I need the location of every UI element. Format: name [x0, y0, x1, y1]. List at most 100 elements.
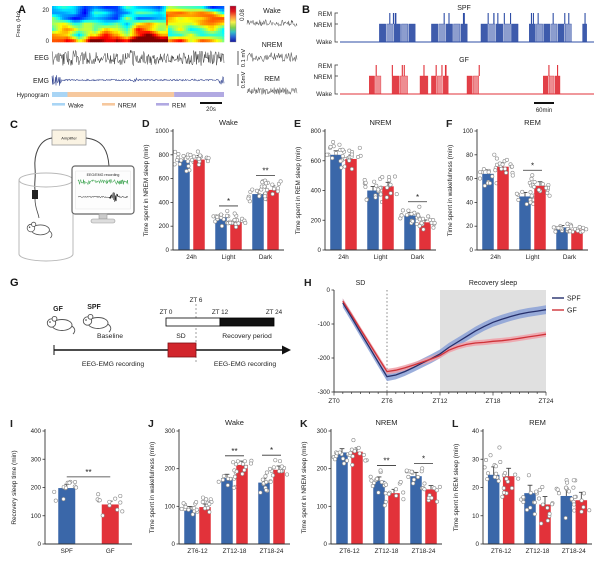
- svg-text:0: 0: [470, 247, 474, 254]
- svg-text:20: 20: [466, 223, 473, 230]
- eeg-emg-recording-left: EEG-EMG recording: [82, 361, 145, 368]
- svg-text:1000: 1000: [155, 128, 169, 135]
- svg-text:ZT12: ZT12: [433, 398, 448, 405]
- svg-text:0: 0: [172, 541, 176, 548]
- svg-text:200: 200: [317, 466, 328, 473]
- svg-text:I: I: [10, 418, 13, 430]
- svg-text:Dark: Dark: [259, 254, 273, 261]
- sd-label: SD: [176, 333, 186, 340]
- timeline-arrowhead: [282, 345, 291, 355]
- panel-j-chart: J Wake Time spent in wakefulness (min) 0 100…: [146, 416, 296, 565]
- svg-text:0: 0: [476, 541, 480, 548]
- panel-d-chart: D Wake Time spent in NREM sleep (min) 0 200 4…: [140, 116, 290, 275]
- svg-text:**: **: [231, 447, 237, 456]
- svg-text:GF: GF: [106, 548, 115, 555]
- svg-text:0: 0: [166, 247, 170, 254]
- svg-text:**: **: [383, 456, 389, 465]
- svg-text:100: 100: [165, 503, 176, 510]
- svg-text:D: D: [142, 118, 150, 130]
- hypnogram-label: Hypnogram: [16, 92, 49, 99]
- spf-stage-wake: Wake: [316, 39, 332, 46]
- spf-mouse-label: SPF: [87, 304, 101, 311]
- mouse-in-cylinder: [26, 221, 53, 239]
- eeg-scale-label: 0.1 mV: [241, 49, 247, 67]
- svg-text:SD: SD: [356, 280, 366, 287]
- time-scalebar: [200, 102, 222, 104]
- svg-text:24h: 24h: [186, 254, 197, 261]
- svg-text:ZT12-18: ZT12-18: [223, 548, 247, 555]
- svg-text:300: 300: [165, 428, 176, 435]
- svg-text:ZT6-12: ZT6-12: [339, 548, 360, 555]
- cylinder-bottom: [18, 253, 74, 262]
- svg-text:0: 0: [318, 247, 322, 254]
- time-scalebar-label: 20s: [206, 107, 216, 113]
- chart-F: F REM Time spent in wakefulness (min) 0 20 40…: [446, 118, 589, 261]
- svg-text:600: 600: [311, 158, 322, 165]
- panel-c: C Amplifier EEG/EMG recording: [10, 119, 135, 262]
- svg-text:ZT12-18: ZT12-18: [526, 548, 550, 555]
- example-rem-trace: [246, 87, 298, 95]
- freq-tick-20: 20: [42, 8, 49, 14]
- svg-text:ZT12-18: ZT12-18: [375, 548, 399, 555]
- chart-E: E NREM Time spent in REM sleep (min) 0 200 40…: [294, 118, 437, 261]
- svg-text:40: 40: [466, 199, 473, 206]
- example-wake-trace: [246, 19, 298, 27]
- svg-text:REM: REM: [172, 103, 186, 110]
- chart-H: 0 -100 -200 -300 ZT0 ZT6 ZT12 ZT18 ZT24 SD Recover…: [304, 277, 581, 405]
- svg-text:24h: 24h: [338, 254, 349, 261]
- svg-text:200: 200: [159, 223, 170, 230]
- panel-a-label: A: [18, 4, 26, 16]
- svg-text:NREM: NREM: [375, 418, 397, 427]
- zt6-label: ZT 6: [190, 297, 203, 304]
- hypnogram-strip: [52, 92, 224, 97]
- spf-stage-nrem: NREM: [313, 22, 332, 29]
- svg-text:400: 400: [311, 188, 322, 195]
- svg-text:SPF: SPF: [61, 548, 73, 555]
- eeg-label: EEG: [34, 55, 49, 62]
- svg-text:ZT0: ZT0: [328, 398, 340, 405]
- svg-text:Wake: Wake: [68, 103, 84, 110]
- example-nrem-trace: [246, 52, 298, 63]
- svg-text:*: *: [270, 446, 273, 455]
- eeg-trace: [51, 49, 225, 66]
- gf-mouse-label: GF: [53, 306, 63, 313]
- svg-text:Dark: Dark: [411, 254, 425, 261]
- svg-text:60: 60: [466, 176, 473, 183]
- svg-text:100: 100: [463, 128, 474, 135]
- cylinder-rim: [18, 172, 74, 188]
- dark-phase-bar: [219, 317, 275, 327]
- panel-g: G GF SPF ZT 6 ZT 0 ZT 12 ZT 24 Baseline …: [10, 277, 291, 368]
- svg-text:ZT18-24: ZT18-24: [562, 548, 586, 555]
- svg-text:20: 20: [472, 485, 479, 492]
- example-wake-label: Wake: [263, 8, 281, 15]
- gf-stage-rem: REM: [318, 63, 332, 70]
- panel-i-chart: I Recovery sleep time (min) 0 100 200 300 400 S…: [8, 416, 140, 565]
- svg-text:ZT6-12: ZT6-12: [491, 548, 512, 555]
- svg-text:40: 40: [472, 428, 479, 435]
- svg-text:200: 200: [165, 466, 176, 473]
- svg-text:-300: -300: [318, 389, 331, 396]
- spf-hypnogram: [340, 13, 594, 43]
- svg-text:Light: Light: [374, 254, 388, 261]
- svg-text:Recovery sleep time (min): Recovery sleep time (min): [11, 450, 18, 524]
- panel-k-chart: K NREM Time spent in NREM sleep (min) 0 100 2…: [298, 416, 448, 565]
- svg-text:L: L: [452, 418, 459, 430]
- panel-f-chart: F REM Time spent in wakefulness (min) 0 20 40…: [444, 116, 594, 275]
- freq-axis-label: Freq. (Hz): [16, 11, 22, 37]
- emg-label: EMG: [33, 78, 49, 85]
- panel-l-chart: L REM Time spent in REM sleep (min) 0 10 20 30…: [450, 416, 598, 565]
- svg-text:ZT18-24: ZT18-24: [260, 548, 284, 555]
- light-phase-bar: [165, 317, 221, 327]
- svg-text:-200: -200: [318, 355, 331, 362]
- svg-text:Dark: Dark: [563, 254, 577, 261]
- svg-text:300: 300: [31, 456, 42, 463]
- svg-text:Time spent in REM sleep (min): Time spent in REM sleep (min): [295, 147, 302, 234]
- svg-text:800: 800: [311, 128, 322, 135]
- panel-g-label: G: [10, 277, 19, 289]
- spf-mouse-icon: [82, 313, 112, 333]
- svg-text:ZT24: ZT24: [539, 398, 554, 405]
- svg-text:100: 100: [317, 503, 328, 510]
- svg-text:J: J: [148, 418, 154, 430]
- svg-text:80: 80: [466, 152, 473, 159]
